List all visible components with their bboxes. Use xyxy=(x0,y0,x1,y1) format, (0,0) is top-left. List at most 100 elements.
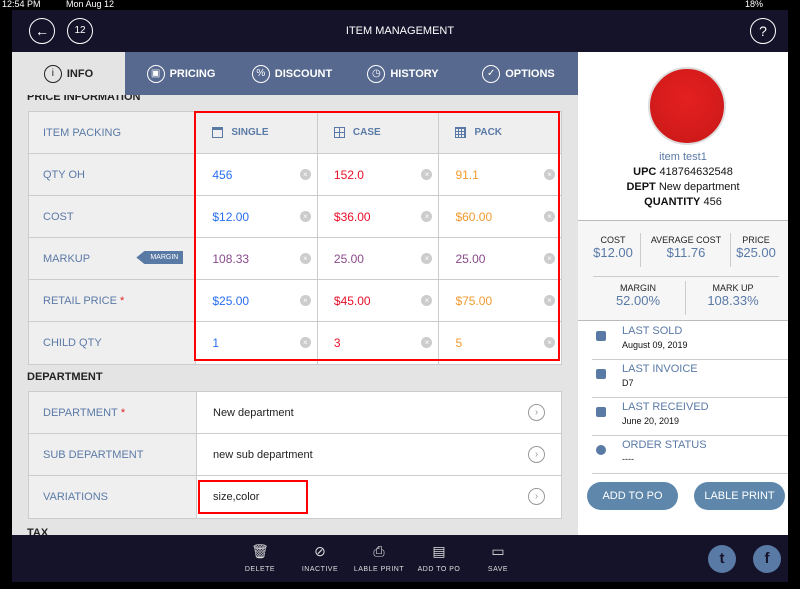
row-label-text: RETAIL PRICE xyxy=(43,294,117,307)
tab-history[interactable]: ◷ HISTORY xyxy=(347,52,459,95)
price-value: $12.00 xyxy=(212,209,250,224)
price-input[interactable]: $12.00 × xyxy=(196,196,318,237)
price-input[interactable]: 456 × xyxy=(196,154,318,195)
row-label: SUB DEPARTMENT xyxy=(29,434,197,475)
single-icon xyxy=(212,127,224,138)
button-label: DELETE xyxy=(244,566,276,573)
stat-value: 108.33% xyxy=(707,293,759,308)
help-button[interactable]: ? xyxy=(750,18,776,44)
stat-label: MARGIN xyxy=(620,283,656,293)
lable-print-button[interactable]: ⎙ LABLE PRINT xyxy=(349,543,409,573)
price-input[interactable]: $45.00 × xyxy=(317,280,440,321)
delete-button[interactable]: 🗑 DELETE xyxy=(230,543,290,573)
twitter-icon[interactable]: t xyxy=(708,545,736,573)
price-input[interactable]: 3 × xyxy=(317,322,440,364)
add-to-po-button[interactable]: ADD TO PO xyxy=(587,482,678,510)
margin-toggle-button[interactable]: MARGIN xyxy=(136,251,184,264)
department-heading: DEPARTMENT xyxy=(27,371,103,383)
tab-label: DISCOUNT xyxy=(274,67,333,80)
row-label: COST xyxy=(29,196,197,237)
price-input[interactable]: 108.33 × xyxy=(196,238,318,279)
value-text: new sub department xyxy=(213,448,313,461)
price-value: $36.00 xyxy=(333,209,371,224)
clear-icon[interactable]: × xyxy=(299,253,311,264)
tab-info[interactable]: i INFO xyxy=(12,52,125,95)
facebook-icon[interactable]: f xyxy=(753,545,781,573)
inactive-button[interactable]: ⊘ INACTIVE xyxy=(290,543,350,573)
department-value[interactable]: New department › xyxy=(197,392,561,433)
price-input[interactable]: 5 × xyxy=(439,322,561,364)
tab-label: HISTORY xyxy=(390,67,439,80)
tab-discount[interactable]: % DISCOUNT xyxy=(237,52,347,95)
price-input[interactable]: $60.00 × xyxy=(439,196,561,237)
save-icon: ▭ xyxy=(491,543,505,559)
clear-icon[interactable]: × xyxy=(421,295,433,306)
price-input[interactable]: 91.1 × xyxy=(439,154,561,195)
lable-print-button[interactable]: LABLE PRINT xyxy=(694,482,785,510)
item-summary-panel: item test1 UPC 418764632548 DEPT New dep… xyxy=(578,52,788,535)
tab-label: OPTIONS xyxy=(505,67,555,80)
stat-markup: MARK UP 108.33% xyxy=(688,283,778,308)
clear-icon[interactable]: × xyxy=(543,295,555,306)
price-value: 25.00 xyxy=(333,251,364,266)
clear-icon[interactable]: × xyxy=(421,169,433,180)
packing-label: ITEM PACKING xyxy=(29,112,197,153)
tab-options[interactable]: ✓ OPTIONS xyxy=(459,52,578,95)
price-input[interactable]: 1 × xyxy=(196,322,318,364)
clear-icon[interactable]: × xyxy=(543,253,555,264)
row-label: DEPARTMENT * xyxy=(29,392,197,433)
price-input[interactable]: $36.00 × xyxy=(317,196,440,237)
department-value[interactable]: new sub department › xyxy=(197,434,561,475)
tab-label: INFO xyxy=(66,67,94,80)
clear-icon[interactable]: × xyxy=(543,211,555,222)
clear-icon[interactable]: × xyxy=(299,169,311,180)
info-icon: i xyxy=(43,64,62,83)
save-button[interactable]: ▭ SAVE xyxy=(468,543,528,573)
chevron-right-icon[interactable]: › xyxy=(528,446,545,463)
clear-icon[interactable]: × xyxy=(299,211,311,222)
activity-item: LAST SOLD August 09, 2019 xyxy=(592,322,788,360)
item-name: item test1 xyxy=(659,151,707,163)
stat-cost: COST $12.00 xyxy=(588,235,638,260)
qty-label: QUANTITY xyxy=(644,196,701,208)
back-button[interactable]: ← xyxy=(29,18,55,44)
column-label: SINGLE xyxy=(231,127,269,138)
clear-icon[interactable]: × xyxy=(543,169,555,180)
info-content: PRICE INFORMATION ITEM PACKING SINGLE CA… xyxy=(12,95,578,535)
department-value[interactable]: size,color › xyxy=(197,476,561,518)
activity-item: ORDER STATUS ---- xyxy=(592,436,788,474)
divider xyxy=(640,233,641,267)
chevron-right-icon[interactable]: › xyxy=(528,404,545,421)
price-input[interactable]: 25.00 × xyxy=(317,238,440,279)
department-row[interactable]: VARIATIONS size,color › xyxy=(29,476,561,518)
clear-icon[interactable]: × xyxy=(421,337,433,348)
price-input[interactable]: $75.00 × xyxy=(439,280,561,321)
page-title: ITEM MANAGEMENT xyxy=(345,25,455,37)
column-pack: PACK xyxy=(439,112,561,153)
tab-label: PRICING xyxy=(169,67,216,80)
percent-icon: % xyxy=(251,64,270,83)
price-row: MARKUP MARGIN 108.33 × 25.00 × 25.00 × xyxy=(29,238,561,280)
layers-icon xyxy=(596,369,606,379)
clear-icon[interactable]: × xyxy=(299,337,311,348)
department-row[interactable]: SUB DEPARTMENT new sub department › xyxy=(29,434,561,476)
clear-icon[interactable]: × xyxy=(421,253,433,264)
price-value: 1 xyxy=(212,336,220,350)
row-label-text: VARIATIONS xyxy=(43,491,108,503)
add-to-po-button[interactable]: ▤ ADD TO PO xyxy=(409,543,469,573)
clock-icon: ◷ xyxy=(367,64,386,83)
price-input[interactable]: 25.00 × xyxy=(439,238,561,279)
department-row[interactable]: DEPARTMENT * New department › xyxy=(29,392,561,434)
clear-icon[interactable]: × xyxy=(421,211,433,222)
activity-value: June 20, 2019 xyxy=(622,416,680,426)
clear-icon[interactable]: × xyxy=(299,295,311,306)
calendar-button[interactable]: 12 xyxy=(67,18,93,44)
tab-pricing[interactable]: ▣ PRICING xyxy=(125,52,237,95)
price-input[interactable]: 152.0 × xyxy=(317,154,440,195)
receive-icon xyxy=(596,407,606,417)
clear-icon[interactable]: × xyxy=(543,337,555,348)
row-label-text: QTY OH xyxy=(43,168,85,181)
price-input[interactable]: $25.00 × xyxy=(196,280,318,321)
chevron-right-icon[interactable]: › xyxy=(528,488,545,505)
stats-block: COST $12.00 AVERAGE COST $11.76 PRICE $25.0… xyxy=(578,220,788,321)
